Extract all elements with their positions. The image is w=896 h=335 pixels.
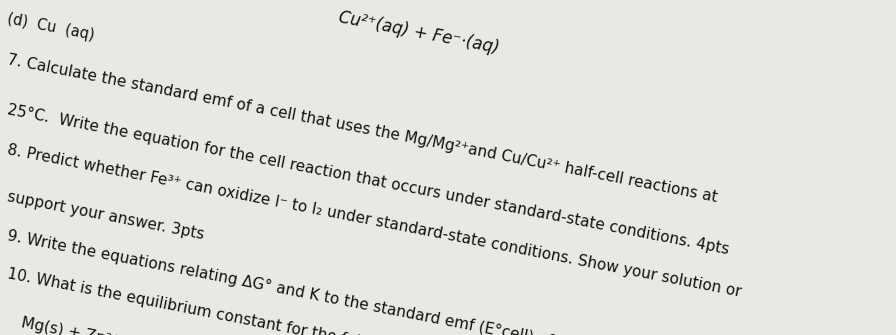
Text: Mg(s) + Zn²⁺(aq) ⇌ Mg²⁺(aq) + Zn(s): Mg(s) + Zn²⁺(aq) ⇌ Mg²⁺(aq) + Zn(s) — [20, 315, 300, 335]
Text: 25°C.  Write the equation for the cell reaction that occurs under standard-state: 25°C. Write the equation for the cell re… — [6, 102, 730, 257]
Text: support your answer. 3pts: support your answer. 3pts — [6, 189, 205, 242]
Text: Cu²⁺(aq) + Fe⁻·(aq): Cu²⁺(aq) + Fe⁻·(aq) — [337, 8, 501, 57]
Text: 8. Predict whether Fe³⁺ can oxidize I⁻ to I₂ under standard-state conditions. Sh: 8. Predict whether Fe³⁺ can oxidize I⁻ t… — [6, 142, 743, 300]
Text: (d)  Cu  (aq): (d) Cu (aq) — [6, 12, 96, 43]
Text: 7. Calculate the standard emf of a cell that uses the Mg/Mg²⁺and Cu/Cu²⁺ half-ce: 7. Calculate the standard emf of a cell … — [6, 52, 719, 205]
Text: 10. What is the equilibrium constant for the following reaction at 25°C? 2pts: 10. What is the equilibrium constant for… — [6, 266, 583, 335]
Text: 9. Write the equations relating ΔG° and K to the standard emf (E°cell) of a cell: 9. Write the equations relating ΔG° and … — [6, 228, 800, 335]
